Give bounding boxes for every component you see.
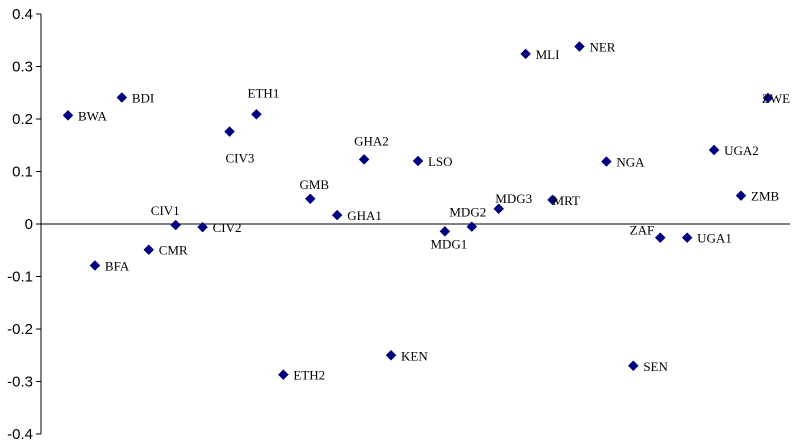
point-label-civ2: CIV2 — [213, 220, 242, 235]
point-label-nga: NGA — [616, 155, 645, 170]
point-label-mrt: MRT — [553, 193, 580, 208]
point-label-mdg2: MDG2 — [449, 205, 486, 220]
point-label-ken: KEN — [401, 348, 428, 363]
data-point-bdi — [116, 92, 128, 103]
point-label-mdg3: MDG3 — [495, 191, 532, 206]
data-point-nga — [601, 156, 612, 167]
y-axis-ticks: 0.4 0.3 0.2 0.1 0 -0.1 -0.2 -0.3 -0.4 — [7, 6, 41, 443]
y-tick-label: 0.4 — [12, 6, 33, 23]
data-point-uga2 — [708, 144, 720, 156]
point-label-ner: NER — [589, 40, 615, 55]
point-label-zwe: ZWE — [762, 91, 790, 106]
axes — [40, 14, 790, 434]
data-points: BWA BFA BDI CMR CIV1 CIV2 CIV3 ETH1 ETH2 GMB GHA1 G… — [62, 40, 790, 383]
data-point-mdg2 — [466, 221, 478, 232]
point-label-cmr: CMR — [159, 243, 188, 258]
data-point-eth1 — [251, 108, 262, 120]
data-point-gha2 — [358, 154, 370, 165]
point-label-civ1: CIV1 — [151, 203, 180, 218]
point-label-eth2: ETH2 — [293, 368, 325, 383]
data-point-ner — [574, 41, 585, 52]
data-point-mrt — [547, 194, 558, 206]
data-point-bwa — [62, 109, 74, 121]
y-tick-label: 0.1 — [12, 164, 33, 181]
data-point-zmb — [735, 190, 747, 202]
data-point-mli — [520, 48, 531, 60]
point-label-eth1: ETH1 — [248, 85, 280, 100]
point-label-lso: LSO — [428, 154, 453, 169]
data-point-zaf — [654, 232, 666, 244]
data-point-cmr — [143, 244, 155, 256]
point-label-sen: SEN — [643, 359, 668, 374]
data-point-sen — [627, 360, 639, 372]
data-point-civ3 — [224, 126, 235, 137]
y-tick-label: -0.3 — [7, 374, 33, 391]
y-tick-label: -0.4 — [7, 426, 33, 443]
point-label-mli: MLI — [536, 47, 560, 62]
y-tick-label: 0 — [25, 216, 33, 233]
data-point-eth2 — [278, 369, 289, 381]
data-point-zwe — [762, 92, 774, 104]
data-point-mdg1 — [439, 225, 451, 237]
point-label-bfa: BFA — [105, 258, 130, 273]
data-point-gmb — [304, 193, 316, 205]
point-label-bdi: BDI — [132, 90, 154, 105]
data-point-mdg3 — [493, 203, 505, 215]
data-point-civ2 — [197, 221, 208, 233]
data-point-bfa — [89, 260, 101, 271]
data-point-lso — [412, 155, 424, 167]
point-label-uga1: UGA1 — [697, 231, 732, 246]
point-label-gha2: GHA2 — [354, 133, 389, 148]
point-label-zmb: ZMB — [751, 189, 780, 204]
point-label-bwa: BWA — [78, 108, 108, 123]
point-label-zaf: ZAF — [630, 223, 655, 238]
point-label-uga2: UGA2 — [724, 143, 759, 158]
y-tick-label: -0.1 — [7, 269, 33, 286]
point-label-mdg1: MDG1 — [430, 236, 467, 251]
data-point-civ1 — [170, 219, 182, 231]
data-point-ken — [385, 349, 397, 361]
y-tick-label: -0.2 — [7, 321, 33, 338]
data-point-gha1 — [331, 209, 343, 221]
y-tick-label: 0.2 — [12, 111, 33, 128]
y-tick-label: 0.3 — [12, 59, 33, 76]
data-point-uga1 — [681, 232, 693, 244]
point-label-civ3: CIV3 — [226, 151, 255, 166]
point-label-gha1: GHA1 — [347, 208, 382, 223]
point-label-gmb: GMB — [299, 177, 329, 192]
